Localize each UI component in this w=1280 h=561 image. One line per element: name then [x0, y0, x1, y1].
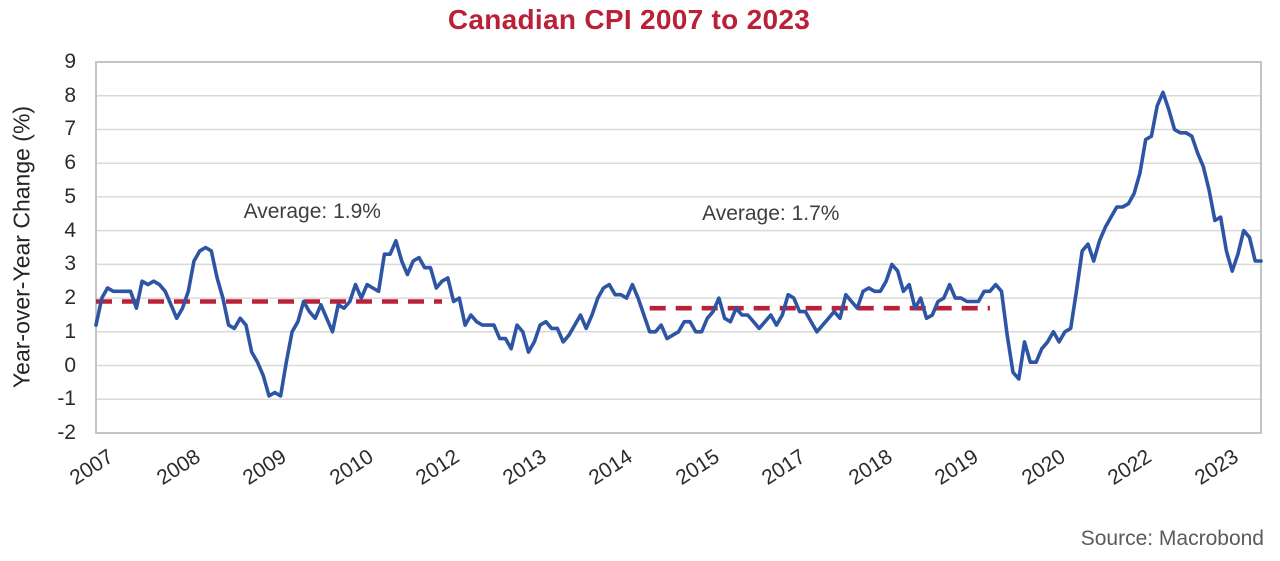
y-tick-label: 2: [64, 286, 76, 310]
average-1-7-annotation: Average: 1.7%: [702, 201, 840, 225]
source-label: Source: Macrobond: [1080, 527, 1264, 550]
plot-border: [95, 61, 1262, 434]
y-tick-label: -1: [57, 387, 76, 411]
y-tick-label: -2: [57, 421, 76, 444]
y-tick-label: 3: [64, 252, 76, 276]
y-tick-label: 9: [64, 50, 76, 73]
average-1-9-annotation: Average: 1.9%: [243, 200, 381, 224]
y-tick-label: 0: [64, 353, 76, 377]
y-tick-label: 1: [64, 319, 76, 343]
y-tick-label: 6: [64, 151, 76, 175]
y-tick-label: 8: [64, 83, 76, 107]
y-tick-label: 7: [64, 117, 76, 141]
chart-title: Canadian CPI 2007 to 2023: [447, 4, 811, 35]
cpi-line-series: [94, 90, 1263, 398]
y-tick-label: 4: [64, 218, 76, 242]
y-tick-label: 5: [64, 184, 76, 208]
